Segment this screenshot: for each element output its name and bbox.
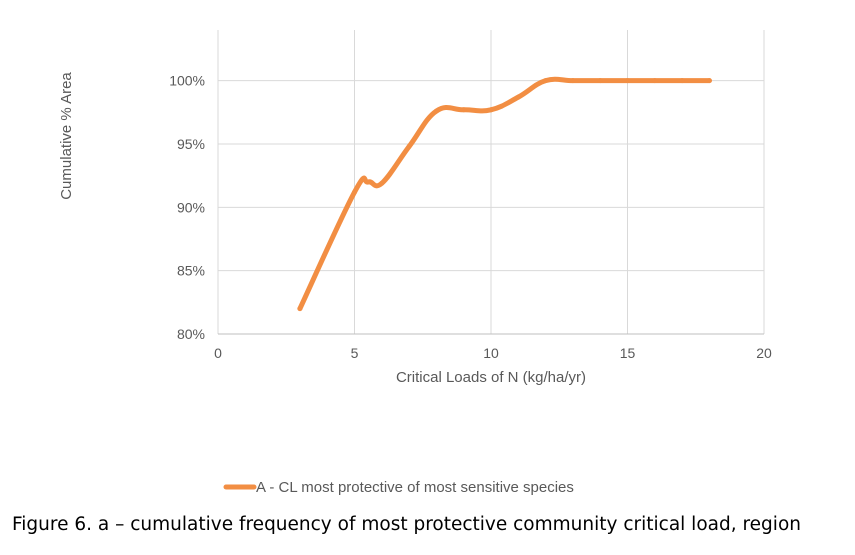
x-tick-label: 5 — [351, 345, 359, 361]
x-tick-label: 0 — [214, 345, 222, 361]
data-point — [379, 180, 385, 186]
figure-caption: Figure 6. a – cumulative frequency of mo… — [12, 514, 801, 535]
data-point — [652, 78, 658, 84]
data-point — [461, 107, 467, 113]
y-tick-label: 95% — [177, 136, 205, 152]
legend: A - CL most protective of most sensitive… — [223, 479, 574, 496]
data-point — [406, 144, 412, 150]
data-points — [297, 78, 712, 312]
y-axis-title: Cumulative % Area — [58, 72, 75, 200]
y-tick-label: 85% — [177, 263, 205, 279]
data-point — [679, 78, 685, 84]
data-point — [706, 78, 712, 84]
x-tick-label: 10 — [483, 345, 499, 361]
y-axis-ticks: 80% 85% 90% 95% 100% — [169, 73, 205, 342]
x-axis-title: Critical Loads of N (kg/ha/yr) — [396, 369, 586, 386]
x-axis-ticks: 0 5 10 15 20 — [214, 345, 772, 361]
data-point — [297, 306, 303, 312]
data-point — [365, 179, 371, 185]
data-point — [352, 189, 357, 195]
data-point — [597, 78, 603, 84]
data-point — [433, 108, 439, 114]
data-point — [625, 78, 630, 84]
data-point — [543, 78, 549, 84]
legend-label: A - CL most protective of most sensitive… — [256, 479, 574, 496]
x-tick-label: 20 — [756, 345, 772, 361]
data-point — [488, 107, 494, 113]
series-line — [297, 76, 712, 312]
y-tick-label: 100% — [169, 73, 205, 89]
y-tick-label: 90% — [177, 199, 205, 215]
data-point — [515, 94, 521, 100]
gridlines — [217, 30, 765, 334]
y-tick-label: 80% — [177, 326, 205, 342]
data-point — [570, 78, 576, 84]
x-tick-label: 15 — [620, 345, 636, 361]
chart: 80% 85% 90% 95% 100% 0 5 10 15 20 Cumulative % A… — [58, 30, 772, 496]
